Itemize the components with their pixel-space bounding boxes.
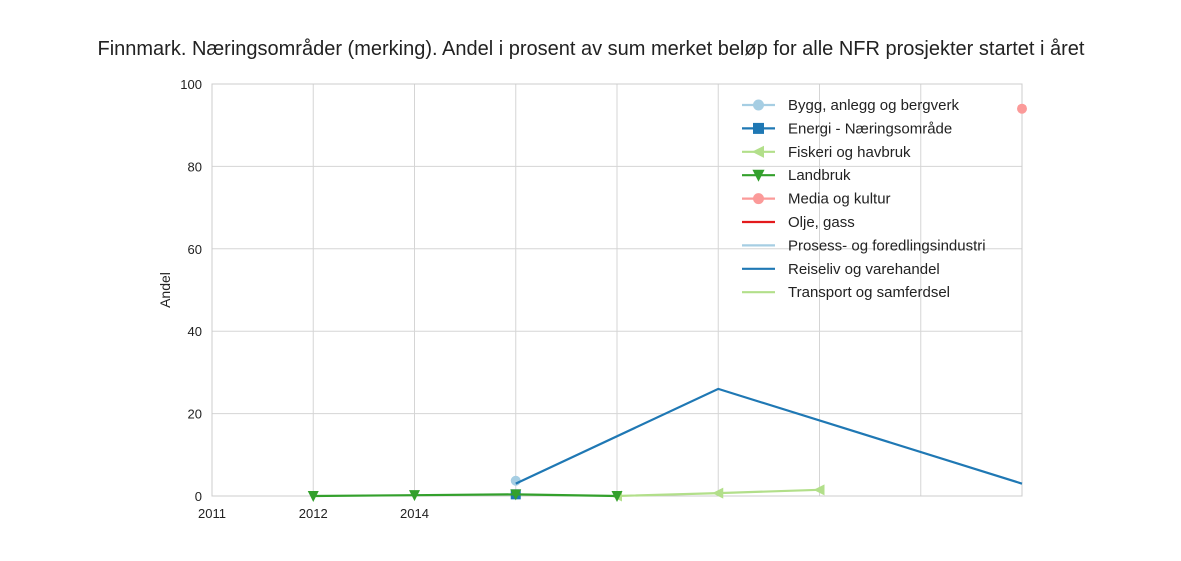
legend-entry: Prosess- og foredlingsindustri — [742, 237, 986, 254]
series-group — [515, 387, 1023, 485]
legend-label: Prosess- og foredlingsindustri — [788, 237, 986, 254]
data-point — [307, 491, 319, 502]
data-point — [1017, 103, 1027, 114]
series-layer — [307, 103, 1027, 502]
legend-label: Bygg, anlegg og bergverk — [788, 97, 959, 114]
legend-entry: Olje, gass — [742, 214, 855, 231]
legend-entry: Bygg, anlegg og bergverk — [742, 97, 959, 114]
legend-label: Reiseliv og varehandel — [788, 261, 940, 278]
legend-label: Landbruk — [788, 167, 851, 184]
series-group — [1017, 103, 1027, 114]
y-tick-label: 100 — [180, 77, 202, 92]
series-line — [515, 387, 1023, 485]
x-tick-label: 2014 — [400, 506, 429, 521]
series-line — [313, 493, 618, 498]
x-tick-label: 2011 — [198, 506, 226, 521]
data-point — [510, 489, 522, 501]
legend-label: Media og kultur — [788, 191, 891, 208]
series-group — [510, 475, 521, 486]
x-tick-label: 2012 — [299, 506, 328, 521]
legend-label: Transport og samferdsel — [788, 284, 950, 301]
y-tick-label: 60 — [188, 242, 202, 257]
legend-marker — [751, 145, 764, 158]
legend: Bygg, anlegg og bergverk Energi - Nærings… — [742, 97, 986, 301]
legend-entry: Fiskeri og havbruk — [742, 144, 911, 161]
legend-entry: Transport og samferdsel — [742, 284, 950, 301]
y-tick-label: 80 — [188, 159, 202, 174]
series-group — [307, 489, 623, 502]
chart-title: Finnmark. Næringsområder (merking). Ande… — [97, 38, 1084, 60]
y-tick-label: 40 — [188, 324, 202, 339]
y-tick-label: 0 — [195, 489, 202, 504]
y-axis-label: Andel — [157, 272, 173, 308]
data-point — [611, 491, 623, 502]
data-point — [510, 475, 521, 486]
legend-entry: Landbruk — [742, 167, 851, 184]
legend-marker — [753, 99, 764, 111]
data-point — [712, 487, 724, 499]
data-point — [813, 484, 825, 496]
legend-entry: Media og kultur — [742, 191, 891, 208]
legend-label: Olje, gass — [788, 214, 855, 231]
data-point — [409, 490, 420, 502]
legend-entry: Energi - Næringsområde — [742, 120, 952, 137]
legend-label: Energi - Næringsområde — [788, 120, 952, 137]
legend-label: Fiskeri og havbruk — [788, 144, 911, 161]
legend-marker — [753, 122, 764, 134]
legend-marker — [752, 169, 765, 182]
legend-entry: Reiseliv og varehandel — [742, 261, 940, 278]
axes: 0 20 40 60 80 100 2011 2012 2014 — [180, 77, 1023, 521]
y-tick-label: 20 — [188, 407, 202, 422]
legend-marker — [753, 193, 764, 205]
